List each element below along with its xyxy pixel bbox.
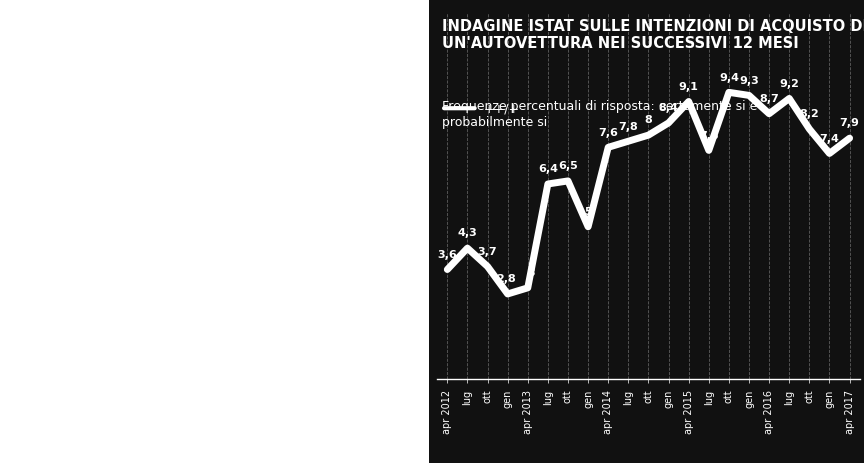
Text: 3,7: 3,7 bbox=[478, 246, 498, 256]
Text: 8,2: 8,2 bbox=[799, 109, 819, 119]
Text: 8: 8 bbox=[645, 115, 652, 125]
Text: 4,3: 4,3 bbox=[458, 228, 477, 238]
Text: 8,7: 8,7 bbox=[759, 94, 779, 104]
Text: 6,4: 6,4 bbox=[538, 164, 558, 174]
Text: 7,6: 7,6 bbox=[598, 127, 618, 138]
Text: INDAGINE ISTAT SULLE INTENZIONI DI ACQUISTO DI
UN'AUTOVETTURA NEI SUCCESSIVI 12 : INDAGINE ISTAT SULLE INTENZIONI DI ACQUI… bbox=[442, 19, 864, 51]
Text: 7,4: 7,4 bbox=[820, 133, 840, 144]
Text: 5: 5 bbox=[584, 206, 592, 217]
Text: 9,3: 9,3 bbox=[739, 75, 759, 86]
Text: 7,5: 7,5 bbox=[699, 131, 719, 140]
Text: ++/+: ++/+ bbox=[484, 102, 519, 115]
Text: 3: 3 bbox=[527, 268, 535, 277]
Text: Frequenze percentuali di risposta: certamente si e
probabilmente si: Frequenze percentuali di risposta: certa… bbox=[442, 100, 757, 129]
Text: 8,4: 8,4 bbox=[658, 103, 678, 113]
Text: 7,8: 7,8 bbox=[619, 121, 638, 131]
Text: 3,6: 3,6 bbox=[437, 249, 457, 259]
Text: 2,8: 2,8 bbox=[496, 274, 516, 284]
Text: 7,9: 7,9 bbox=[840, 118, 860, 128]
Text: 9,4: 9,4 bbox=[719, 73, 739, 82]
Text: 6,5: 6,5 bbox=[558, 161, 578, 171]
Text: 9,2: 9,2 bbox=[779, 79, 799, 88]
Text: 9,1: 9,1 bbox=[679, 81, 699, 92]
